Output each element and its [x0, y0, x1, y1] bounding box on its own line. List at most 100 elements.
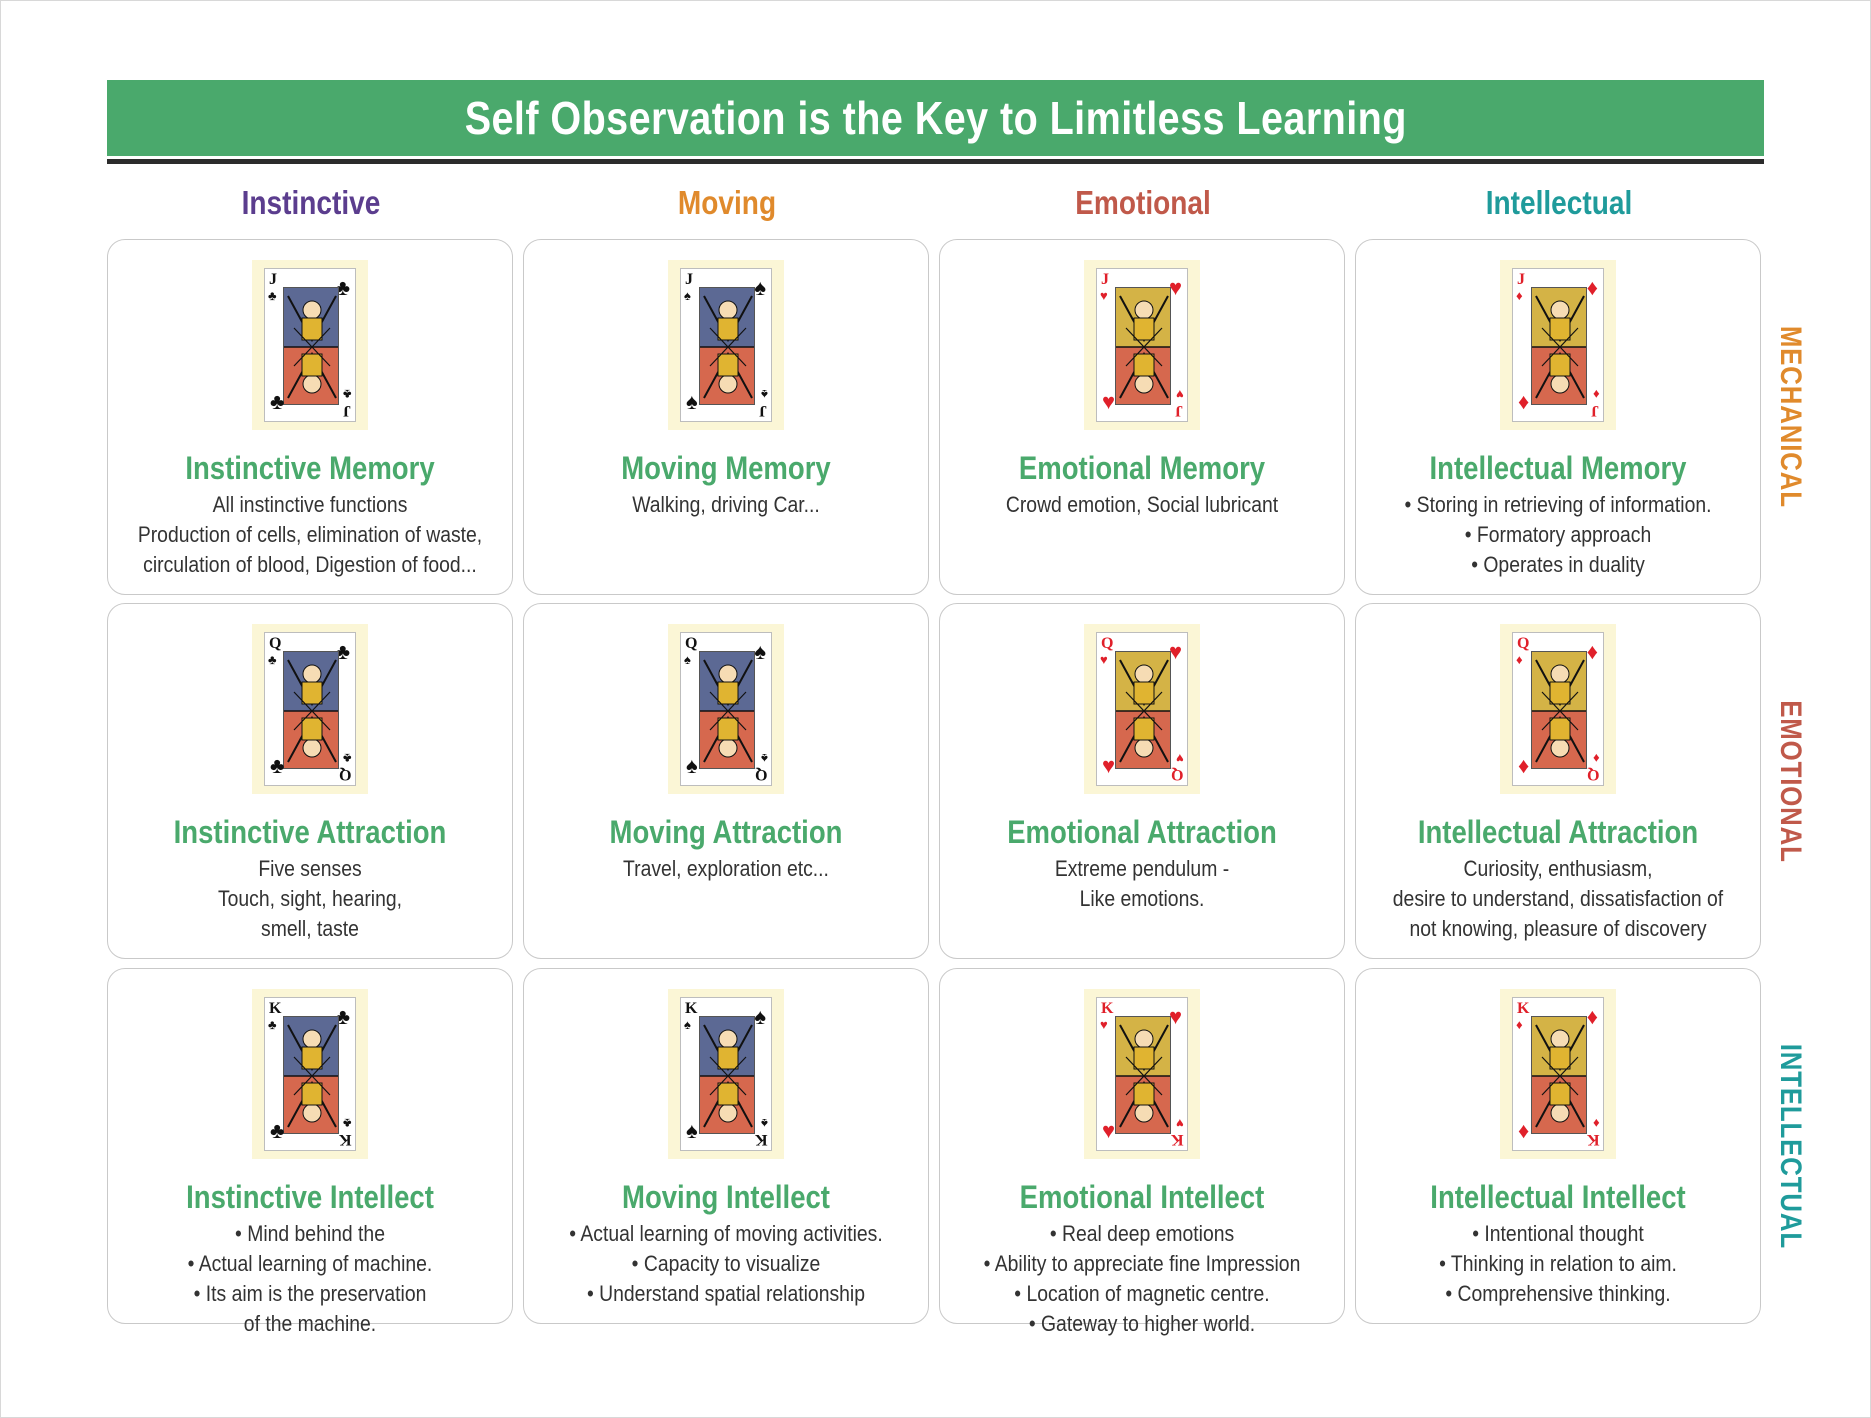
card-title: Moving Memory — [621, 450, 831, 486]
suit-icon: ♦ — [1516, 1017, 1523, 1032]
description-line: • Mind behind the — [235, 1221, 385, 1246]
row-label-mechanical: MECHANICAL — [1770, 239, 1810, 595]
king-of-diamonds-icon: K ♦ ♦ ♦ ♦ K — [1512, 997, 1604, 1151]
suit-icon: ♠ — [761, 1116, 768, 1131]
suit-icon: ♥ — [1102, 1118, 1116, 1143]
card-rank: J — [1175, 402, 1183, 419]
description-line: • Understand spatial relationship — [587, 1281, 865, 1306]
card-moving-intellect: K ♠ ♠ ♠ ♠ K Moving Intellect • Actual lear… — [523, 968, 929, 1324]
jack-of-spades-icon: J ♠ ♠ ♠ ♠ J — [680, 268, 772, 422]
card-title: Emotional Attraction — [1007, 814, 1277, 850]
card-rank: Q — [685, 635, 698, 652]
card-moving-memory: J ♠ ♠ ♠ ♠ J Moving Memory Walking, driving… — [523, 239, 929, 595]
card-rank: J — [343, 402, 351, 419]
card-rank: J — [1591, 402, 1599, 419]
row-label-text: MECHANICAL — [1774, 325, 1807, 509]
card-description: • Mind behind the • Actual learning of ma… — [108, 1219, 512, 1339]
card-description: • Intentional thought • Thinking in relat… — [1356, 1219, 1760, 1309]
suit-icon: ♥ — [1102, 389, 1116, 414]
suit-icon: ♦ — [1518, 1118, 1530, 1143]
suit-icon: ♥ — [1100, 652, 1108, 667]
card-rank: K — [685, 1000, 698, 1017]
suit-icon: ♣ — [270, 1118, 285, 1143]
queen-of-diamonds-icon: Q ♦ ♦ ♦ ♦ Q — [1512, 632, 1604, 786]
description-line: Crowd emotion, Social lubricant — [1005, 492, 1279, 517]
card-instinctive-intellect: K ♣ ♣ ♣ ♣ K Instinctive Intellect • Mind b… — [107, 968, 513, 1336]
card-rank: K — [1586, 1131, 1599, 1148]
card-rank: J — [759, 402, 767, 419]
row-label-text: INTELLECTUAL — [1774, 1043, 1807, 1249]
card-rank: K — [1517, 1000, 1530, 1017]
suit-icon: ♥ — [1168, 1004, 1182, 1029]
card-rank: K — [338, 1131, 351, 1148]
face-art-icon — [1531, 651, 1587, 769]
suit-icon: ♠ — [684, 652, 691, 667]
card-instinctive-attraction: Q ♣ ♣ ♣ ♣ Q Instinctive Attraction Five se… — [107, 603, 513, 959]
card-rank: Q — [1517, 635, 1530, 652]
description-line: • Actual learning of moving activities. — [569, 1221, 883, 1246]
card-rank: J — [269, 271, 277, 288]
card-rank: J — [685, 271, 693, 288]
card-title: Instinctive Intellect — [186, 1179, 434, 1215]
queen-of-clubs-icon: Q ♣ ♣ ♣ ♣ Q — [264, 632, 356, 786]
description-line: • Location of magnetic centre. — [1014, 1281, 1270, 1306]
face-art-icon — [1531, 1016, 1587, 1134]
card-emotional-intellect: K ♥ ♥ ♥ ♥ K Emotional Intellect • Real dee… — [939, 968, 1345, 1336]
card-title: Moving Attraction — [609, 814, 843, 850]
description-line: • Operates in duality — [1471, 552, 1645, 577]
title-banner: Self Observation is the Key to Limitless… — [107, 80, 1764, 156]
suit-icon: ♠ — [686, 1118, 698, 1143]
row-label-emotional: EMOTIONAL — [1770, 603, 1810, 959]
description-line: • Ability to appreciate fine Impression — [983, 1251, 1301, 1276]
suit-icon: ♦ — [1518, 753, 1530, 778]
card-description: • Storing in retrieving of information. •… — [1356, 490, 1760, 580]
card-image-frame: J ♥ ♥ ♥ ♥ J — [1084, 260, 1200, 430]
card-intellectual-intellect: K ♦ ♦ ♦ ♦ K Intellectual Intellect • Inten… — [1355, 968, 1761, 1324]
card-rank: K — [1170, 1131, 1183, 1148]
suit-icon: ♣ — [270, 753, 285, 778]
suit-icon: ♦ — [1586, 639, 1598, 664]
suit-icon: ♦ — [1593, 751, 1600, 766]
description-line: Five senses — [258, 856, 362, 881]
card-title: Intellectual Memory — [1429, 450, 1687, 486]
jack-of-clubs-icon: J ♣ ♣ ♣ ♣ J — [264, 268, 356, 422]
card-image-frame: K ♠ ♠ ♠ ♠ K — [668, 989, 784, 1159]
suit-icon: ♠ — [684, 288, 691, 303]
title-underline — [107, 159, 1764, 164]
card-title: Instinctive Memory — [185, 450, 435, 486]
suit-icon: ♥ — [1176, 1116, 1184, 1131]
suit-icon: ♣ — [268, 652, 277, 667]
face-art-icon — [283, 287, 339, 405]
card-image-frame: Q ♥ ♥ ♥ ♥ Q — [1084, 624, 1200, 794]
card-title: Instinctive Attraction — [173, 814, 447, 850]
card-description: Five senses Touch, sight, hearing, smell, … — [108, 854, 512, 944]
description-line: Touch, sight, hearing, — [217, 886, 403, 911]
card-emotional-attraction: Q ♥ ♥ ♥ ♥ Q Emotional Attraction Extreme p… — [939, 603, 1345, 959]
description-line: Walking, driving Car... — [632, 492, 820, 517]
description-line: • Gateway to higher world. — [1028, 1311, 1256, 1336]
description-line: smell, taste — [261, 916, 359, 941]
description-line: Curiosity, enthusiasm, — [1463, 856, 1653, 881]
king-of-clubs-icon: K ♣ ♣ ♣ ♣ K — [264, 997, 356, 1151]
card-description: Curiosity, enthusiasm, desire to understa… — [1356, 854, 1760, 944]
suit-icon: ♠ — [761, 751, 768, 766]
card-image-frame: Q ♦ ♦ ♦ ♦ Q — [1500, 624, 1616, 794]
card-rank: K — [754, 1131, 767, 1148]
column-header-intellectual: Intellectual — [1485, 184, 1633, 221]
card-description: Travel, exploration etc... — [524, 854, 928, 884]
description-line: not knowing, pleasure of discovery — [1409, 916, 1707, 941]
description-line: • Real deep emotions — [1049, 1221, 1235, 1246]
suit-icon: ♣ — [343, 387, 352, 402]
card-rank: J — [1517, 271, 1525, 288]
face-art-icon — [1531, 287, 1587, 405]
card-rank: K — [1101, 1000, 1114, 1017]
card-image-frame: Q ♠ ♠ ♠ ♠ Q — [668, 624, 784, 794]
king-of-hearts-icon: K ♥ ♥ ♥ ♥ K — [1096, 997, 1188, 1151]
description-line: • Formatory approach — [1464, 522, 1652, 547]
suit-icon: ♣ — [268, 1017, 277, 1032]
card-description: All instinctive functions Production of c… — [108, 490, 512, 580]
suit-icon: ♠ — [754, 275, 766, 300]
suit-icon: ♣ — [343, 1116, 352, 1131]
card-description: Walking, driving Car... — [524, 490, 928, 520]
card-rank: Q — [269, 635, 282, 652]
